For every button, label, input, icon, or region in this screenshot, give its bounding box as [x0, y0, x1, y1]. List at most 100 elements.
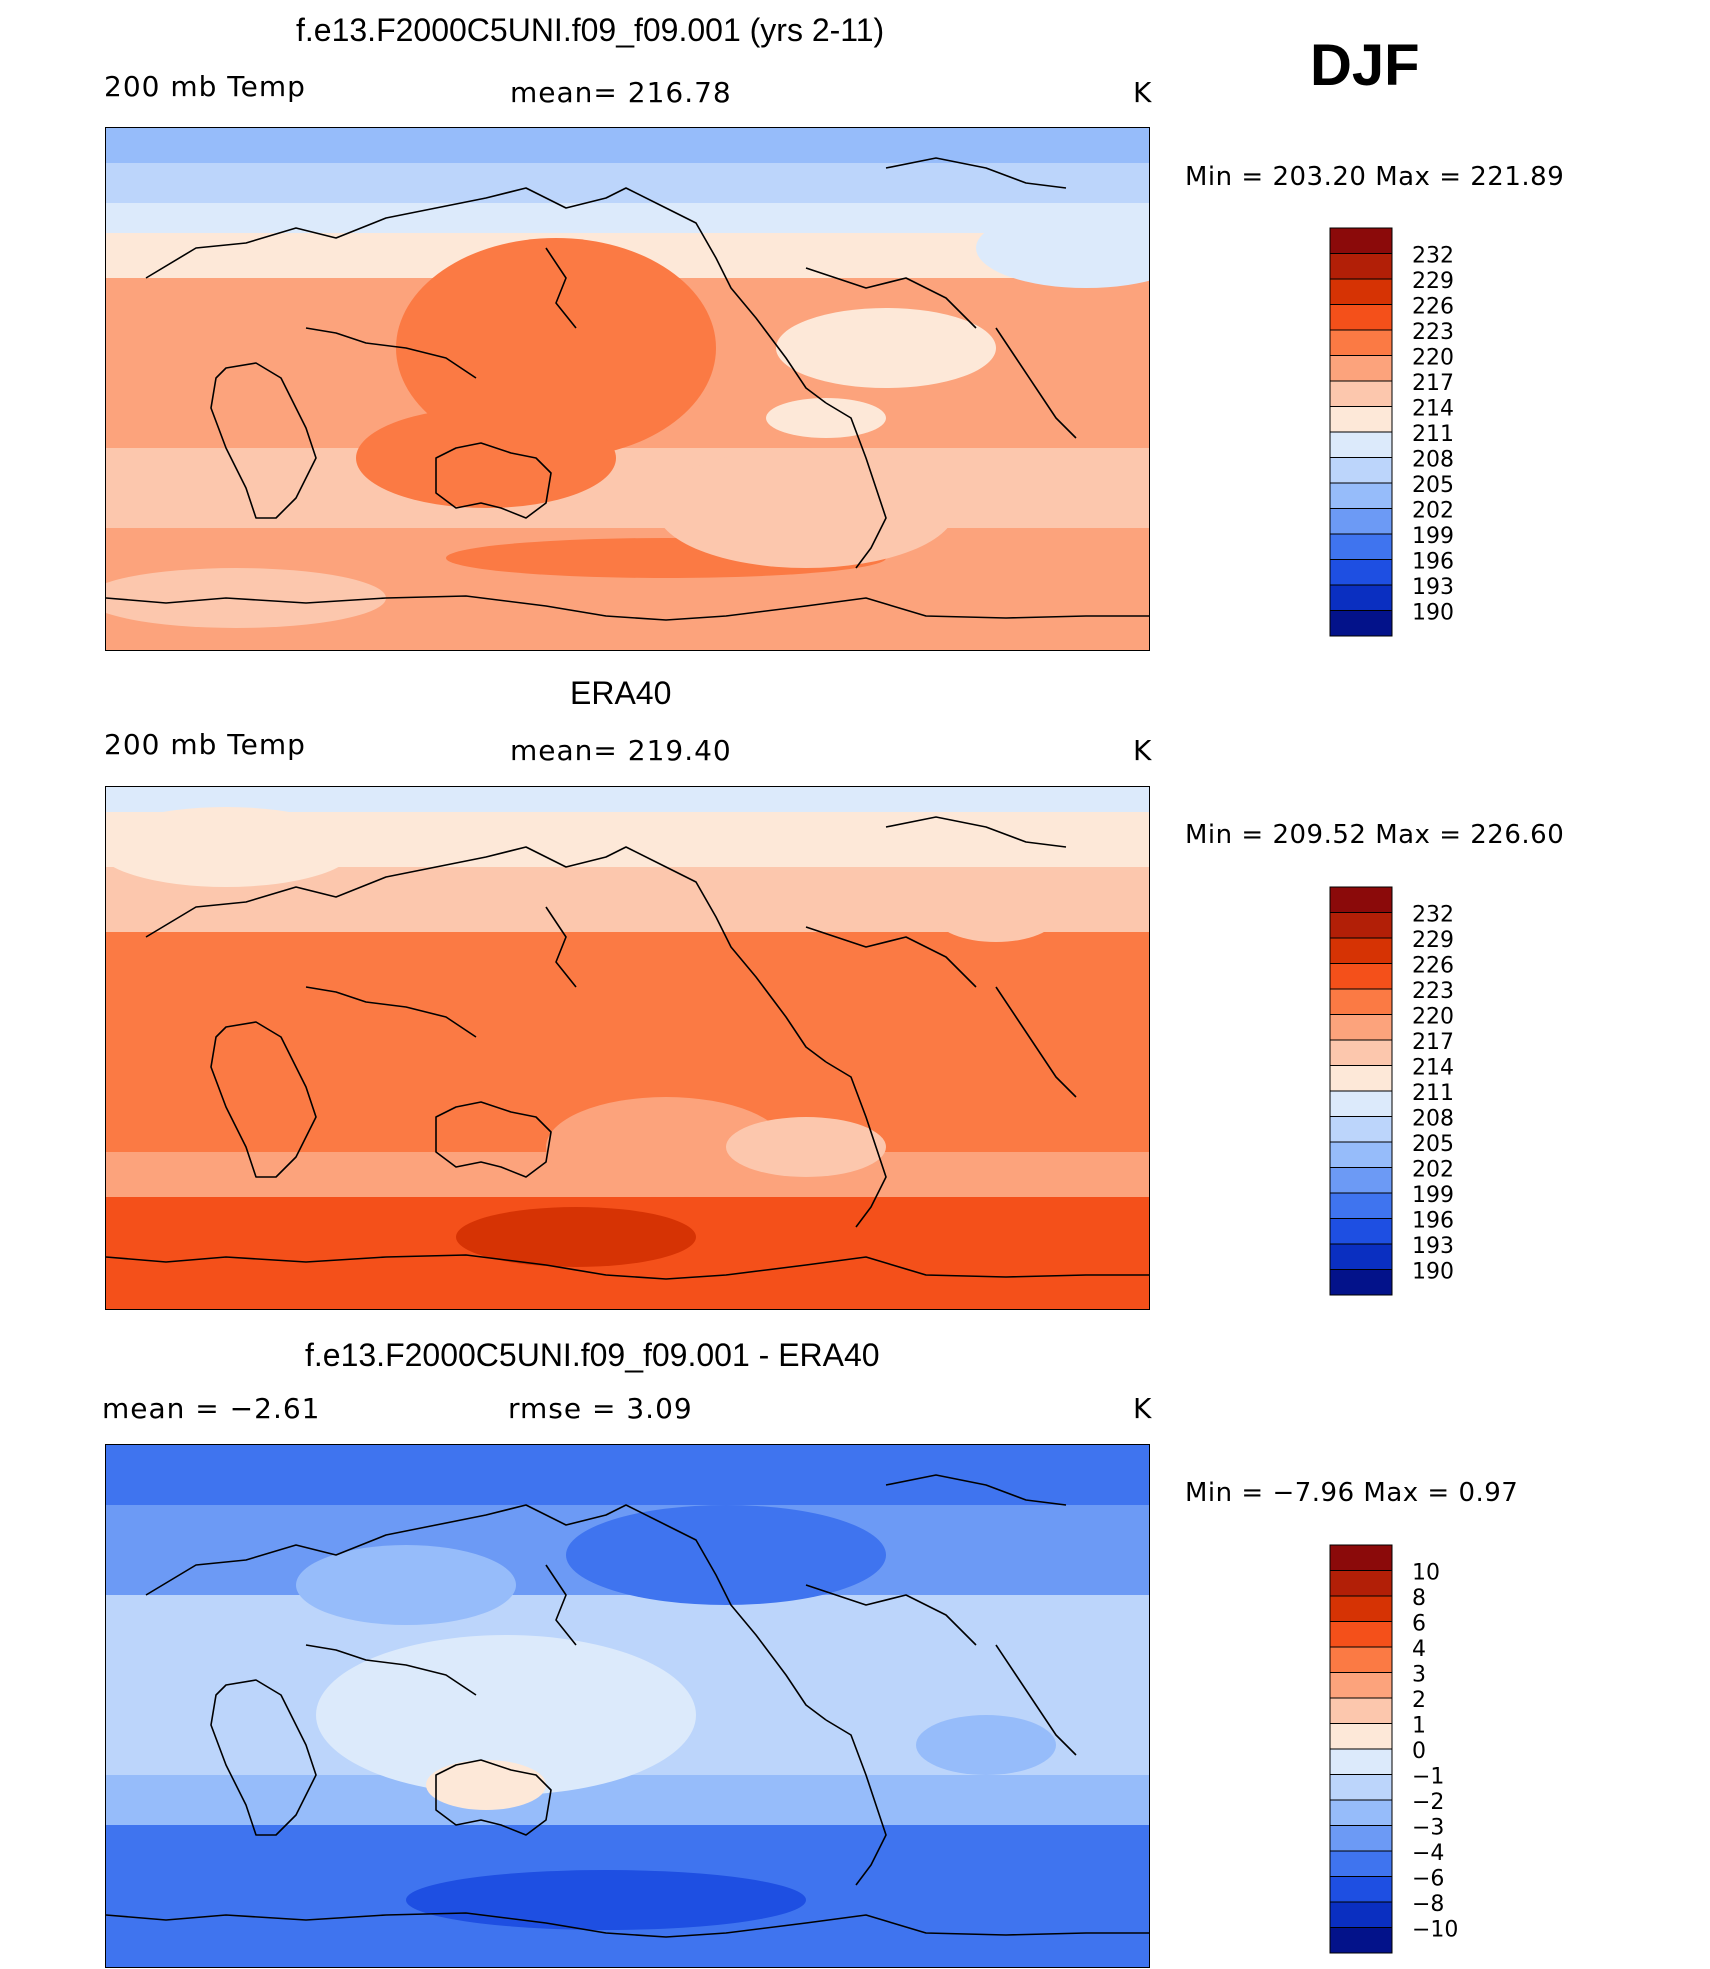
coastline	[825, 402, 887, 569]
contour-band	[566, 1505, 886, 1605]
coastline	[435, 1101, 552, 1178]
colorbar-tick-label: 217	[1412, 371, 1454, 396]
contour-band	[546, 1097, 786, 1197]
panel-3-left-label: mean = −2.61	[102, 1392, 321, 1425]
panel-2-map-svg	[106, 787, 1149, 1309]
panel-1-map-svg	[106, 128, 1149, 650]
contour-band	[106, 1445, 1149, 1505]
contour-band	[656, 448, 956, 568]
colorbar-tick-label: −6	[1412, 1867, 1444, 1892]
colorbar-box	[1329, 1039, 1393, 1066]
panel-2-title: ERA40	[570, 675, 672, 711]
coastline	[145, 846, 827, 1063]
colorbar-tick-label: 226	[1412, 295, 1454, 320]
colorbar-tick-label: 211	[1412, 422, 1454, 447]
colorbar-tick-label: 232	[1412, 903, 1454, 928]
coastline	[145, 187, 827, 404]
colorbar-tick-label: 8	[1412, 1586, 1426, 1611]
coastline	[805, 926, 977, 988]
panel-3-minmax: Min = −7.96 Max = 0.97	[1185, 1478, 1519, 1508]
colorbar-tick-label: 232	[1412, 244, 1454, 269]
colorbar-tick-label: −3	[1412, 1816, 1444, 1841]
coastline	[435, 1759, 552, 1836]
coastline	[995, 986, 1077, 1098]
contour-band	[916, 1715, 1056, 1775]
colorbar-tick-label: 214	[1412, 1056, 1454, 1081]
colorbar-box	[1329, 963, 1393, 990]
colorbar-tick-label: 211	[1412, 1081, 1454, 1106]
contour-band	[406, 1870, 806, 1930]
colorbar-box	[1329, 1116, 1393, 1143]
colorbar-box	[1329, 1748, 1393, 1775]
colorbar-tick-label: 229	[1412, 928, 1454, 953]
contour-band	[726, 1117, 886, 1177]
panel-3-colorbar: 10 8 6 4 3 2 1 0 −1 −2 −3 −4 −6 −8 −10	[1329, 1544, 1490, 1964]
colorbar-box	[1329, 304, 1393, 331]
panel-2-colorbar-svg: 2322292262232202172142112082052021991961…	[1329, 886, 1454, 1296]
colorbar-tick-label: −8	[1412, 1892, 1444, 1917]
colorbar-box	[1329, 610, 1393, 637]
colorbar-box	[1329, 1799, 1393, 1826]
contour-band	[356, 408, 616, 508]
contour-band	[976, 208, 1149, 288]
coastline	[305, 986, 477, 1038]
coastline	[885, 157, 1067, 189]
colorbar-tick-label: 3	[1412, 1663, 1426, 1688]
colorbar-box	[1329, 1167, 1393, 1194]
colorbar-tick-label: 10	[1412, 1561, 1440, 1586]
panel-1-map	[105, 127, 1150, 651]
panel-3-title: f.e13.F2000C5UNI.f09_f09.001 - ERA40	[305, 1337, 880, 1373]
colorbar-tick-label: 1	[1412, 1714, 1426, 1739]
coastline	[885, 816, 1067, 848]
colorbar-box	[1329, 329, 1393, 356]
colorbar-tick-label: 205	[1412, 473, 1454, 498]
panel-3-units: K	[1133, 1392, 1153, 1425]
colorbar-box	[1329, 886, 1393, 913]
contour-band	[106, 568, 386, 628]
colorbar-tick-label: 196	[1412, 1209, 1454, 1234]
colorbar-box	[1329, 1014, 1393, 1041]
coastline	[995, 1644, 1077, 1756]
colorbar-tick-label: 6	[1412, 1612, 1426, 1637]
colorbar-box	[1329, 1141, 1393, 1168]
colorbar-box	[1329, 1065, 1393, 1092]
coastline	[106, 595, 1149, 621]
coastline	[805, 1584, 977, 1646]
colorbar-tick-label: −1	[1412, 1765, 1444, 1790]
coastline	[545, 1564, 577, 1646]
colorbar-tick-label: 205	[1412, 1132, 1454, 1157]
contour-band	[296, 1545, 516, 1625]
colorbar-tick-label: 220	[1412, 346, 1454, 371]
colorbar-box	[1329, 1570, 1393, 1597]
coastline	[825, 1061, 887, 1228]
coastline	[805, 267, 977, 329]
colorbar-box	[1329, 431, 1393, 458]
panel-3-map-svg	[106, 1445, 1149, 1967]
colorbar-box	[1329, 1269, 1393, 1296]
contour-band	[106, 128, 1149, 168]
colorbar-tick-label: 208	[1412, 1107, 1454, 1132]
colorbar-box	[1329, 1774, 1393, 1801]
coastline	[995, 327, 1077, 439]
coastline	[435, 442, 552, 519]
coastline	[145, 1504, 827, 1721]
coastline	[825, 1719, 887, 1886]
colorbar-box	[1329, 559, 1393, 586]
colorbar-box	[1329, 912, 1393, 939]
colorbar-box	[1329, 253, 1393, 280]
colorbar-tick-label: 193	[1412, 1234, 1454, 1259]
colorbar-tick-label: 214	[1412, 397, 1454, 422]
panel-1-left-label: 200 mb Temp	[104, 70, 306, 103]
panel-1-minmax: Min = 203.20 Max = 221.89	[1185, 162, 1565, 192]
colorbar-box	[1329, 1825, 1393, 1852]
colorbar-box	[1329, 1090, 1393, 1117]
coastline	[210, 362, 317, 519]
colorbar-tick-label: 190	[1412, 601, 1454, 626]
colorbar-box	[1329, 406, 1393, 433]
contour-band	[766, 398, 886, 438]
panel-2-colorbar: 232 229 226 223 220 217 214 211 208 205 202 199 196 1…	[1329, 886, 1490, 1306]
colorbar-box	[1329, 1901, 1393, 1928]
contour-band	[936, 892, 1056, 942]
colorbar-box	[1329, 1876, 1393, 1903]
colorbar-tick-label: −10	[1412, 1918, 1458, 1943]
